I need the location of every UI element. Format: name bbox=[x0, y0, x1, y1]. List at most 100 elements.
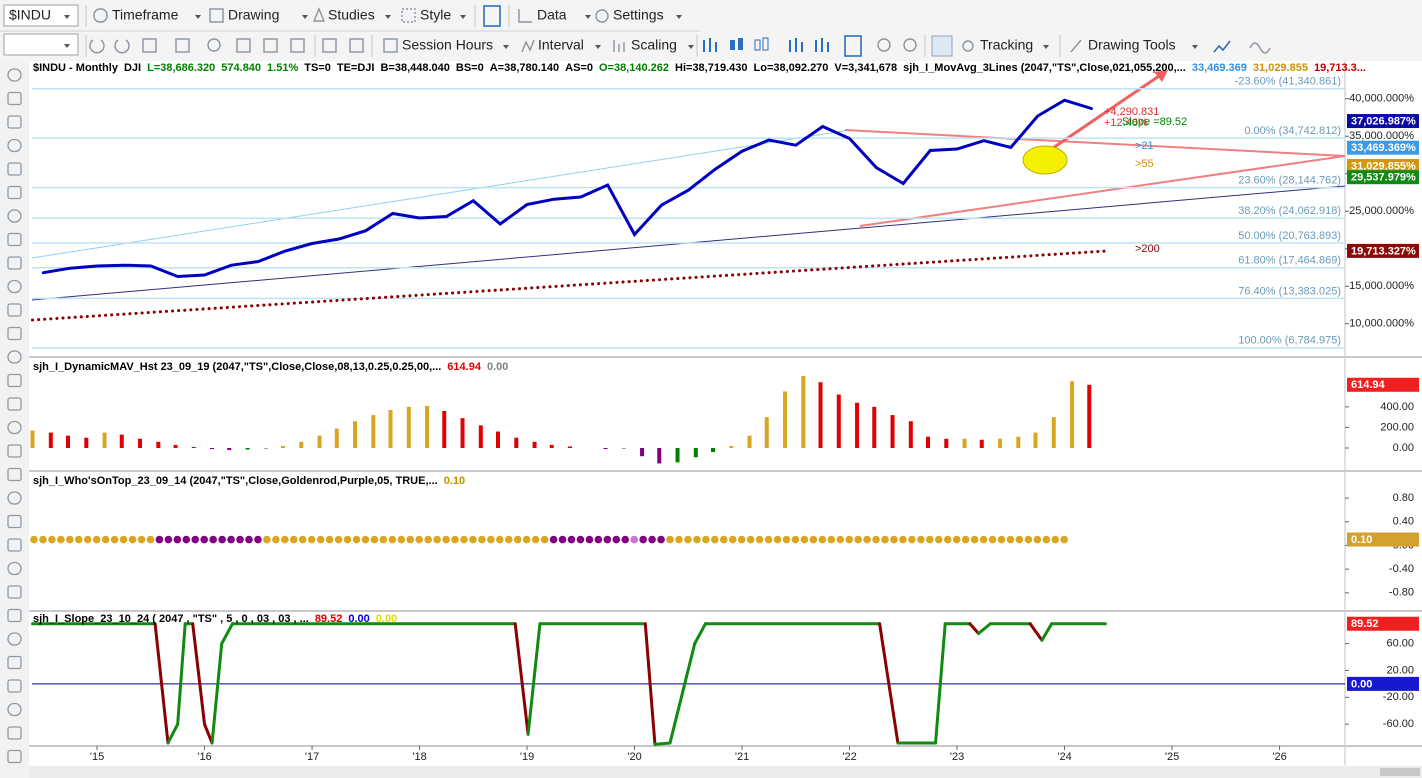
value-box bbox=[1347, 377, 1419, 392]
value-box bbox=[1347, 243, 1419, 258]
menu-button[interactable]: Style bbox=[420, 7, 451, 23]
header-item: A=38,780.140 bbox=[490, 62, 559, 74]
tool-icon[interactable] bbox=[7, 608, 22, 623]
histogram-bar bbox=[764, 417, 769, 448]
histogram-bar bbox=[299, 441, 304, 448]
state-dot bbox=[352, 535, 361, 544]
slope-segment bbox=[203, 722, 214, 745]
tool-icon[interactable] bbox=[7, 632, 22, 646]
tool-icon[interactable] bbox=[7, 467, 22, 482]
tool-icon[interactable] bbox=[7, 514, 22, 529]
tool-icon[interactable] bbox=[7, 491, 22, 505]
state-dot bbox=[182, 535, 191, 544]
menu-button[interactable]: Drawing Tools bbox=[1088, 37, 1176, 53]
histogram-bar bbox=[747, 435, 752, 448]
tool-icon[interactable] bbox=[7, 209, 22, 223]
state-dot bbox=[272, 535, 280, 544]
state-dot bbox=[30, 535, 38, 544]
header-item: 33,469.369 bbox=[1192, 62, 1247, 74]
state-dot bbox=[773, 535, 782, 544]
slope-segment bbox=[1028, 622, 1044, 642]
tool-icon[interactable] bbox=[7, 397, 22, 411]
x-tick-label: '16 bbox=[197, 751, 211, 763]
header-item: 89.52 bbox=[315, 613, 343, 625]
state-dot bbox=[585, 535, 594, 544]
histogram-bar bbox=[66, 435, 71, 448]
tool-icon[interactable] bbox=[7, 138, 22, 153]
tool-icon[interactable] bbox=[7, 444, 22, 458]
tool-icon[interactable] bbox=[7, 420, 22, 435]
menu-button[interactable]: Drawing bbox=[228, 7, 279, 23]
tool-icon[interactable] bbox=[7, 256, 22, 270]
tool-icon[interactable] bbox=[7, 115, 22, 129]
state-dot bbox=[227, 535, 235, 544]
tool-icon[interactable] bbox=[7, 162, 22, 176]
menu-button[interactable]: Interval bbox=[538, 37, 584, 53]
header-item: 31,029.855 bbox=[1253, 62, 1308, 74]
scrollbar[interactable] bbox=[29, 766, 1422, 778]
tool-icon[interactable] bbox=[7, 350, 22, 364]
menu-button[interactable]: Timeframe bbox=[112, 7, 179, 23]
input-box[interactable] bbox=[3, 33, 79, 56]
histogram-bar bbox=[245, 448, 250, 450]
study-header: $INDU - Monthly DJI L=38,686.320 574.840 1.5… bbox=[33, 62, 1366, 74]
menu-button[interactable]: Session Hours bbox=[402, 37, 493, 53]
tool-icon[interactable] bbox=[7, 561, 22, 576]
tool-icon[interactable] bbox=[7, 726, 22, 740]
trend-line bbox=[859, 155, 1345, 227]
menu-button[interactable]: Scaling bbox=[631, 37, 677, 53]
state-dot bbox=[298, 535, 307, 544]
x-tick-label: '21 bbox=[735, 751, 749, 763]
tool-icon[interactable] bbox=[7, 326, 22, 341]
slope-segment bbox=[210, 642, 224, 745]
tool-icon[interactable] bbox=[7, 679, 22, 693]
histogram-bar bbox=[442, 410, 447, 448]
state-dot bbox=[836, 535, 845, 544]
tool-icon[interactable] bbox=[7, 749, 22, 764]
state-dot bbox=[943, 535, 952, 544]
state-dot bbox=[522, 535, 531, 544]
state-dot bbox=[379, 535, 388, 544]
histogram-bar bbox=[30, 430, 35, 448]
tool-icon[interactable] bbox=[7, 68, 22, 82]
tool-icon[interactable] bbox=[7, 655, 22, 670]
state-dot bbox=[702, 535, 710, 544]
tool-icon[interactable] bbox=[7, 279, 22, 294]
state-dot bbox=[845, 535, 854, 544]
symbol-box[interactable] bbox=[3, 4, 79, 27]
annotation: Slope =89.52 bbox=[1122, 116, 1187, 128]
state-dot bbox=[146, 535, 155, 544]
tool-icon[interactable] bbox=[7, 585, 22, 599]
histogram-bar bbox=[1016, 436, 1021, 448]
header-item: AS=0 bbox=[565, 62, 593, 74]
state-dot bbox=[513, 535, 522, 544]
state-dot bbox=[970, 535, 979, 544]
x-tick-label: '25 bbox=[1165, 751, 1179, 763]
state-dot bbox=[209, 535, 217, 544]
menu-button[interactable]: Data bbox=[537, 7, 567, 23]
study-header: sjh_I_DynamicMAV_Hst 23_09_19 (2047,"TS"… bbox=[33, 361, 508, 373]
tool-icon[interactable] bbox=[7, 538, 22, 552]
value-box-label: 0.00 bbox=[1351, 678, 1372, 690]
tool-icon[interactable] bbox=[7, 702, 22, 717]
scroll-thumb[interactable] bbox=[1380, 768, 1420, 776]
menu-button[interactable]: Studies bbox=[328, 7, 375, 23]
tool-column bbox=[0, 61, 29, 778]
dropdown-arrow bbox=[688, 45, 694, 49]
slope-segment bbox=[220, 622, 234, 646]
slope-segment bbox=[668, 642, 697, 745]
tool-icon[interactable] bbox=[7, 91, 22, 106]
state-dot bbox=[289, 535, 298, 544]
menu-button[interactable]: Settings bbox=[613, 7, 664, 23]
tool-icon[interactable] bbox=[7, 303, 22, 317]
state-dot bbox=[119, 535, 128, 544]
tool-icon[interactable] bbox=[7, 373, 22, 388]
state-dot bbox=[424, 535, 432, 544]
state-dot bbox=[809, 535, 818, 544]
menu-button[interactable]: Tracking bbox=[980, 37, 1033, 53]
state-dot bbox=[926, 535, 934, 544]
tool-icon[interactable] bbox=[7, 232, 22, 247]
x-tick-label: '18 bbox=[412, 751, 426, 763]
state-dot bbox=[173, 535, 182, 544]
tool-icon[interactable] bbox=[7, 185, 22, 200]
